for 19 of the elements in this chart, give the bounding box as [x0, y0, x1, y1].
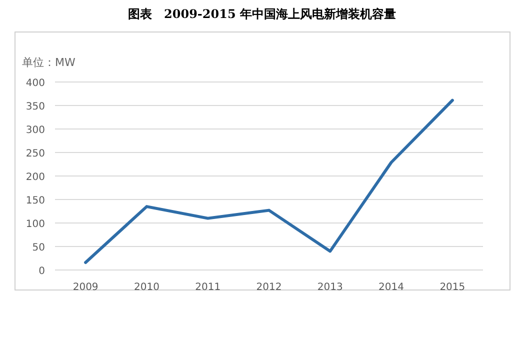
chart-title: 图表 2009-2015 年中国海上风电新增装机容量 [128, 7, 396, 21]
y-tick-label: 200 [26, 172, 45, 183]
y-tick-label: 0 [38, 266, 45, 277]
x-tick-label: 2009 [72, 282, 98, 293]
x-tick-label: 2015 [440, 282, 466, 293]
y-tick-label: 350 [26, 102, 45, 112]
x-tick-label: 2010 [134, 282, 160, 293]
y-tick-label: 250 [26, 148, 45, 160]
y-tick-label: 50 [32, 242, 45, 254]
x-tick-label: 2011 [195, 282, 221, 293]
y-axis-title: 单位：MW [22, 56, 76, 69]
y-tick-label: 400 [26, 78, 45, 89]
x-tick-label: 2014 [378, 282, 404, 293]
line-series [84, 98, 454, 264]
y-tick-label: 300 [26, 125, 45, 136]
x-tick-label: 2013 [317, 282, 343, 293]
x-tick-label: 2012 [256, 282, 282, 293]
y-tick-label: 150 [26, 196, 45, 206]
y-tick-label: 100 [26, 219, 45, 230]
